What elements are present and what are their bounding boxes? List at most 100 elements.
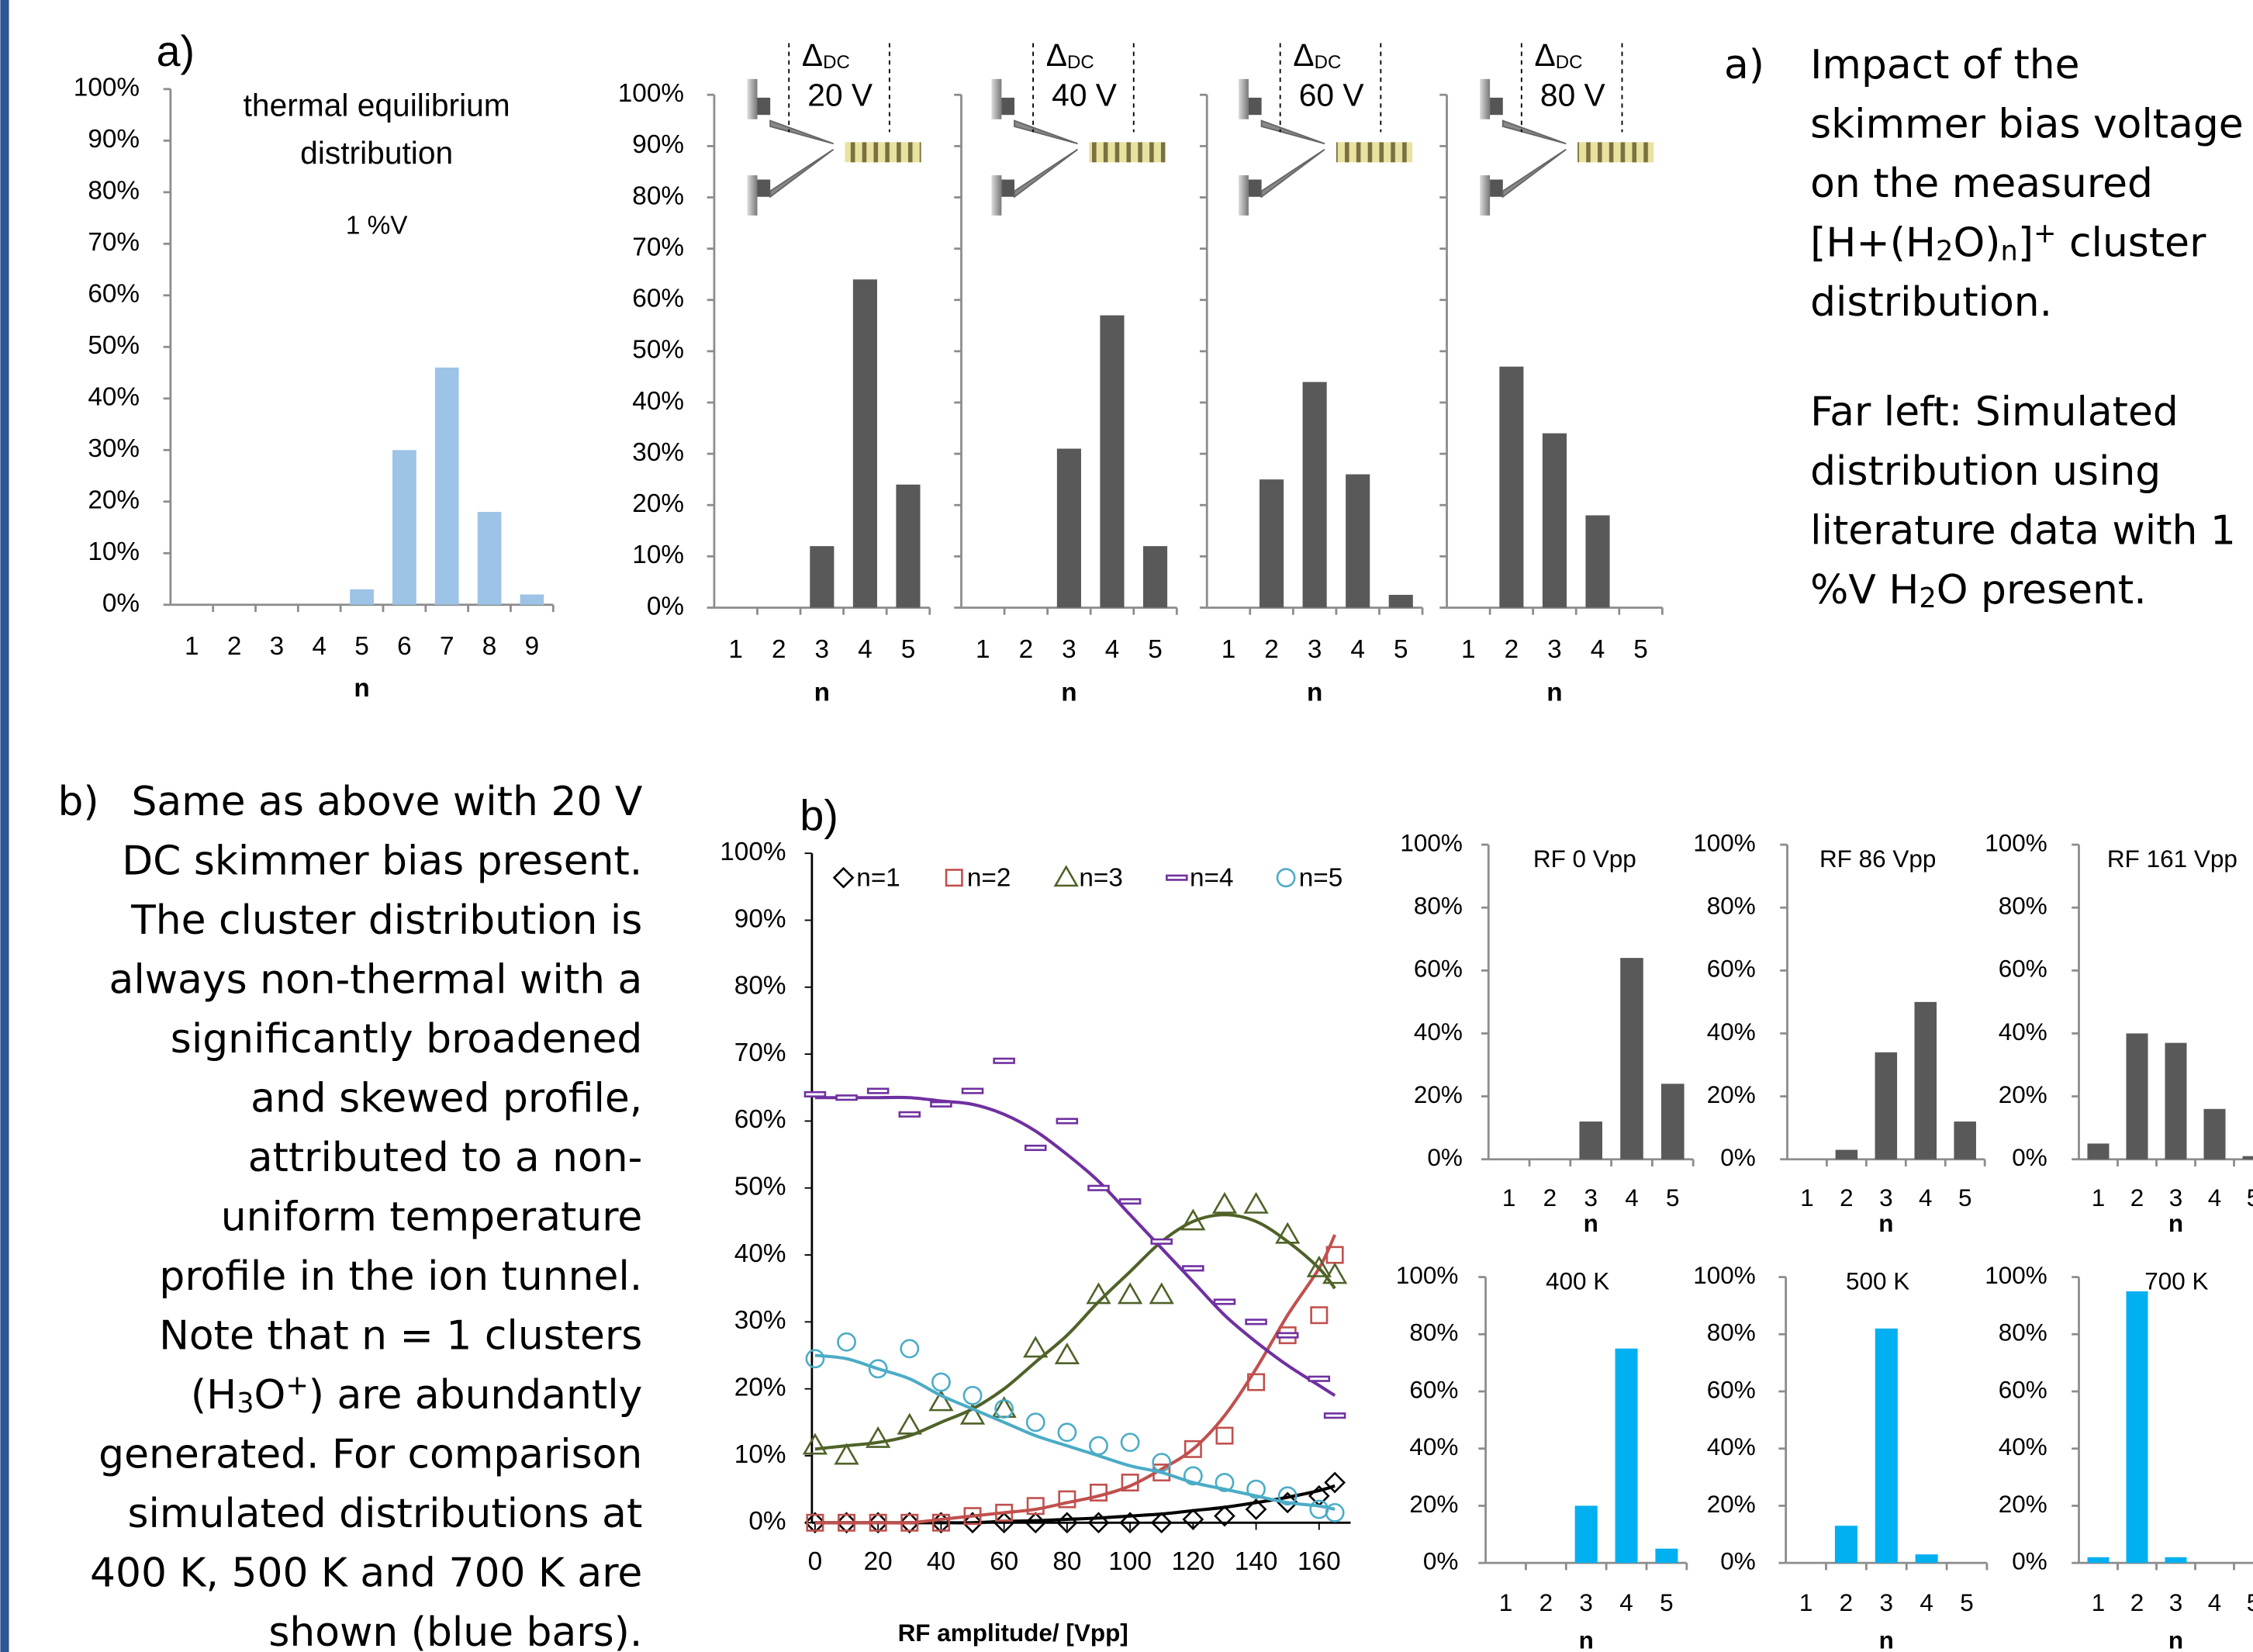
delta-label: ΔDC: [1535, 37, 1583, 73]
marker: [1277, 1486, 1298, 1506]
x-tick-label: 2: [1264, 635, 1279, 664]
x-tick-label: 5: [1633, 635, 1648, 664]
electrode: [757, 179, 771, 197]
content: a) Impact of the skimmer bias voltage on th…: [57, 27, 2253, 1652]
y-tick-label: 60%: [1707, 956, 1756, 983]
bar: [1579, 1121, 1602, 1160]
marker: [1026, 1497, 1045, 1515]
text-span: [H+(H: [1810, 220, 1936, 267]
marker: [1089, 1436, 1108, 1456]
y-tick-label: 40%: [1999, 1433, 2047, 1460]
electrode: [1480, 175, 1491, 216]
y-tick-label: 10%: [734, 1440, 786, 1469]
y-tick-label: 20%: [88, 486, 140, 515]
x-tick-label: 4: [1920, 1589, 1933, 1616]
y-tick-label: 20%: [1707, 1491, 1756, 1518]
paragraph-line: uniform temperature: [221, 1194, 643, 1241]
x-tick-label: 80: [1052, 1547, 1081, 1576]
marker: [1054, 1343, 1080, 1365]
skimmer-icon: [991, 43, 1166, 216]
bar: [1388, 594, 1413, 608]
marker: [1086, 1282, 1111, 1305]
x-tick-label: 1: [2092, 1184, 2106, 1211]
text-span: (H: [191, 1372, 237, 1419]
marker: [1087, 1512, 1110, 1534]
text-span: O): [1953, 220, 2000, 267]
marker: [1118, 1198, 1142, 1205]
skimmer: [1014, 148, 1079, 199]
panel-title: RF 0 Vpp: [1533, 845, 1636, 873]
marker: [1246, 1479, 1266, 1499]
marker: [900, 1513, 919, 1532]
electrode: [1238, 175, 1249, 216]
marker: [1247, 1373, 1266, 1391]
panel-title: 500 K: [1846, 1267, 1909, 1294]
paragraph-line: %V H2O present.: [1810, 567, 2147, 614]
y-tick-label: 0%: [102, 589, 140, 618]
x-tick-label: 1: [728, 635, 743, 664]
marker: [1024, 1144, 1047, 1152]
paragraph-line: [H+(H2O)n]+ cluster: [1810, 218, 2206, 268]
text-span: 3: [237, 1388, 254, 1419]
electrode: [1248, 97, 1262, 116]
x-axis-label: n: [1579, 1626, 1594, 1652]
paragraph-label: a): [1724, 42, 1764, 88]
electrode: [1248, 179, 1262, 197]
y-tick-label: 100%: [1396, 1262, 1459, 1289]
x-tick-label: 3: [2169, 1184, 2183, 1211]
paragraph-line: distribution.: [1810, 279, 2052, 326]
y-tick-label: 0%: [1423, 1547, 1458, 1574]
marker: [802, 1433, 828, 1455]
paragraph-line: shown (blue bars).: [268, 1609, 642, 1652]
marker: [1023, 1336, 1049, 1358]
y-tick-label: 80%: [1707, 893, 1756, 920]
y-tick-label: 80%: [1707, 1319, 1756, 1346]
electrode: [747, 175, 758, 216]
bar: [1875, 1328, 1898, 1564]
x-tick-label: 4: [1625, 1184, 1639, 1211]
x-tick-label: 3: [1579, 1589, 1593, 1616]
x-tick-label: 4: [1105, 635, 1120, 664]
marker: [961, 1087, 984, 1094]
bar: [1875, 1052, 1898, 1160]
x-axis-label: n: [354, 674, 369, 703]
y-tick-label: 60%: [1409, 1376, 1458, 1403]
y-tick-label: 90%: [88, 125, 140, 154]
marker: [931, 1372, 951, 1392]
x-tick-label: 1: [1222, 635, 1236, 664]
legend-label: n=3: [1079, 863, 1123, 892]
paragraph-line: (H3O+) are abundantly: [191, 1370, 642, 1419]
marker: [1215, 1426, 1234, 1445]
text-span: 2: [1936, 235, 1953, 267]
electrode: [1001, 179, 1015, 197]
y-tick-label: 100%: [1693, 829, 1756, 856]
marker: [866, 1426, 891, 1448]
delta-label: ΔDC: [1293, 37, 1341, 73]
legend-label: n=2: [967, 863, 1011, 892]
x-axis-label: n: [814, 678, 830, 707]
text-span: cluster: [2057, 220, 2207, 267]
electrode: [747, 78, 758, 119]
bar: [1100, 315, 1125, 608]
x-tick-label: 1: [1800, 1184, 1814, 1211]
bar: [1655, 1548, 1678, 1564]
text-span: n: [2001, 235, 2018, 267]
skimmer: [769, 119, 834, 145]
y-tick-label: 60%: [632, 285, 684, 313]
y-tick-label: 50%: [734, 1173, 786, 1201]
y-tick-label: 0%: [1427, 1144, 1462, 1171]
electrode: [991, 175, 1002, 216]
y-tick-label: 0%: [2012, 1144, 2047, 1171]
paragraph-line: distribution using: [1810, 448, 2161, 495]
x-axis-label: n: [1878, 1210, 1893, 1237]
bar: [1661, 1083, 1685, 1160]
marker: [834, 1443, 859, 1465]
marker: [898, 1512, 921, 1534]
y-tick-label: 100%: [618, 79, 684, 108]
x-tick-label: 3: [1880, 1589, 1894, 1616]
marker: [993, 1057, 1015, 1064]
marker: [1053, 865, 1079, 887]
y-tick-label: 40%: [1999, 1018, 2047, 1045]
